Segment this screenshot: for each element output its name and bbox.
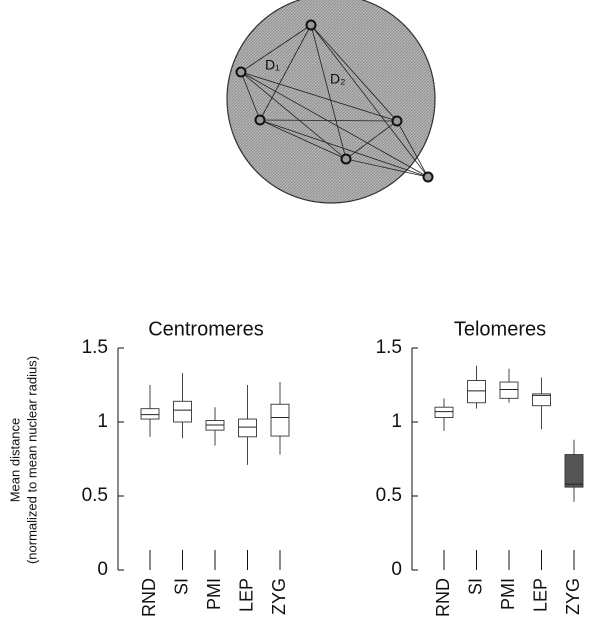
box (140, 408, 160, 420)
box-chart: Centromeres 0 0.5 1 1.5 Mean distance (normali… (7, 318, 290, 617)
edge (345, 120, 398, 160)
chart-title: Centromeres (148, 318, 264, 340)
x-tick-label: ZYG (563, 578, 583, 615)
edge (240, 71, 398, 122)
chart-title: Telomeres (454, 318, 546, 340)
y-axis-label: (normalized to mean nuclear radius) (24, 356, 39, 564)
locus (391, 115, 403, 127)
edge (240, 71, 261, 121)
distance-label: D₂ (330, 71, 346, 87)
edge (310, 24, 347, 160)
x-tick-label: SI (465, 578, 485, 595)
x-tick-label: SI (171, 578, 191, 595)
edge (259, 119, 398, 122)
edge (396, 120, 429, 178)
locus (305, 19, 317, 31)
edge (240, 24, 312, 73)
y-tick-label: 1.5 (82, 337, 108, 358)
y-tick-label: 0.5 (82, 485, 108, 506)
edge (310, 24, 429, 178)
edge (240, 71, 347, 160)
y-tick-label: 0 (97, 559, 108, 580)
y-tick-label: 0 (391, 559, 402, 580)
edge (259, 24, 312, 121)
edge (345, 158, 429, 178)
box (467, 380, 486, 404)
x-tick-label: PMI (204, 578, 224, 610)
box (499, 381, 519, 399)
x-tick-label: RND (433, 578, 453, 617)
box (532, 393, 551, 407)
x-tick-label: LEP (530, 578, 550, 612)
box-chart: Telomeres 0 0.5 1 1.5 RND SI PMI LEP ZYG (376, 318, 584, 617)
edge (259, 119, 429, 178)
y-tick-label: 0.5 (376, 485, 402, 506)
loci (235, 19, 434, 183)
box (434, 406, 454, 419)
distance-lines (240, 24, 429, 178)
box (270, 403, 290, 437)
edge (310, 24, 398, 122)
distance-label: D₁ (265, 57, 280, 73)
y-axis-label: Mean distance (7, 418, 22, 503)
x-tick-label: RND (139, 578, 159, 617)
locus (235, 66, 247, 78)
nucleus-diagram: D₁ D₂ (226, 0, 436, 204)
x-tick-label: LEP (236, 578, 256, 612)
locus (340, 153, 352, 165)
x-tick-label: PMI (498, 578, 518, 610)
edge (240, 71, 429, 178)
locus (422, 171, 434, 183)
x-tick-label: ZYG (269, 578, 289, 615)
y-tick-label: 1.5 (376, 337, 402, 358)
box (564, 454, 584, 488)
box (238, 418, 257, 438)
locus (254, 114, 266, 126)
box (173, 400, 192, 423)
y-tick-label: 1 (97, 411, 108, 432)
edge (259, 119, 347, 160)
y-tick-label: 1 (391, 411, 402, 432)
